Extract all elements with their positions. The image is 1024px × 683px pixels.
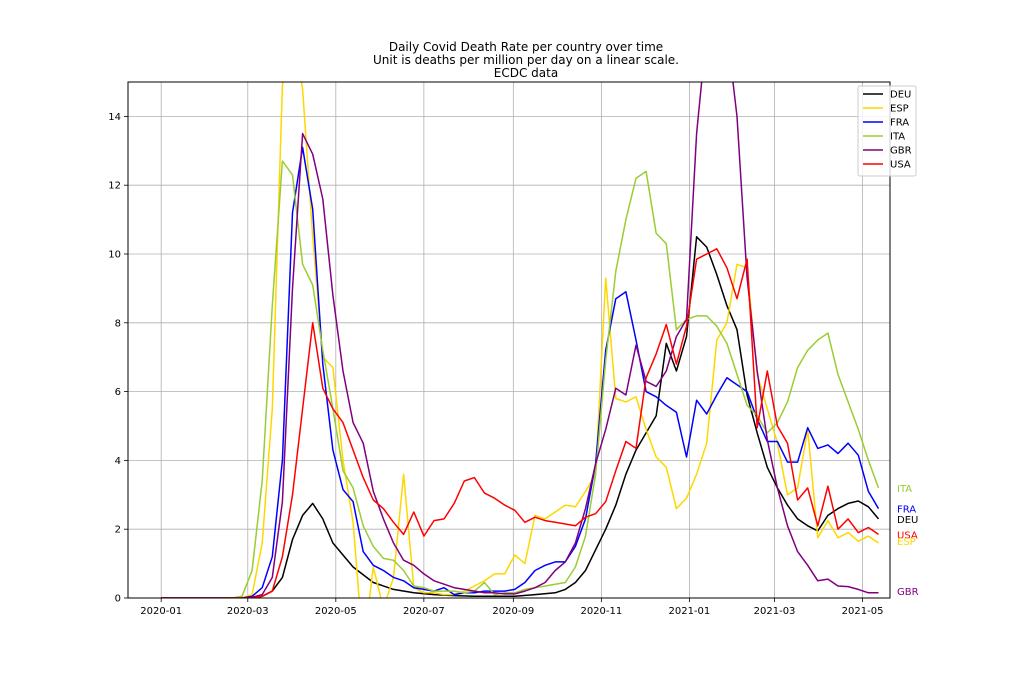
y-tick-label: 2	[115, 525, 121, 536]
y-tick-label: 6	[115, 387, 121, 398]
x-tick-label: 2020-07	[403, 606, 445, 617]
chart-title-line-2: Unit is deaths per million per day on a …	[373, 53, 679, 67]
legend-label-esp: ESP	[890, 104, 909, 115]
y-tick-label: 8	[115, 318, 121, 329]
series-line-deu	[161, 236, 880, 598]
end-label-ita: ITA	[897, 484, 912, 495]
series-line-ita	[161, 160, 880, 598]
chart-title-line-3: ECDC data	[493, 66, 559, 80]
y-tick-label: 12	[108, 181, 121, 192]
end-label-esp: ESP	[897, 537, 916, 548]
series-line-usa	[161, 248, 879, 598]
end-label-fra: FRA	[897, 505, 916, 516]
end-label-gbr: GBR	[897, 587, 919, 598]
legend-label-usa: USA	[890, 160, 911, 171]
x-tick-label: 2020-03	[227, 606, 269, 617]
y-tick-label: 0	[115, 594, 121, 605]
legend-label-gbr: GBR	[890, 146, 912, 157]
legend-label-ita: ITA	[890, 132, 905, 143]
end-label-deu: DEU	[897, 515, 918, 526]
axes: 2020-01 2020-03 2020-05 2020-07 2020-09 2020-…	[108, 112, 883, 617]
legend: DEU ESP FRA ITA GBR USA	[857, 85, 917, 177]
series-line-gbr	[161, 82, 879, 598]
plot-frame	[127, 81, 891, 599]
x-tick-label: 2020-05	[315, 606, 357, 617]
series-line-esp	[161, 82, 879, 598]
legend-label-deu: DEU	[890, 90, 911, 101]
series-line-fra	[161, 146, 880, 598]
series-group	[161, 82, 880, 598]
chart-title-line-1: Daily Covid Death Rate per country over …	[388, 40, 664, 54]
end-label-usa: USA	[897, 530, 918, 541]
x-tick-label: 2020-11	[580, 606, 622, 617]
x-tick-label: 2020-01	[140, 606, 182, 617]
grid	[128, 82, 890, 599]
y-tick-label: 10	[108, 250, 121, 261]
y-tick-label: 4	[115, 456, 121, 467]
x-tick-label: 2021-05	[842, 606, 884, 617]
x-tick-label: 2020-09	[492, 606, 534, 617]
legend-label-fra: FRA	[890, 118, 909, 129]
y-tick-label: 14	[108, 112, 121, 123]
x-tick-label: 2021-01	[668, 606, 710, 617]
x-tick-label: 2021-03	[754, 606, 796, 617]
